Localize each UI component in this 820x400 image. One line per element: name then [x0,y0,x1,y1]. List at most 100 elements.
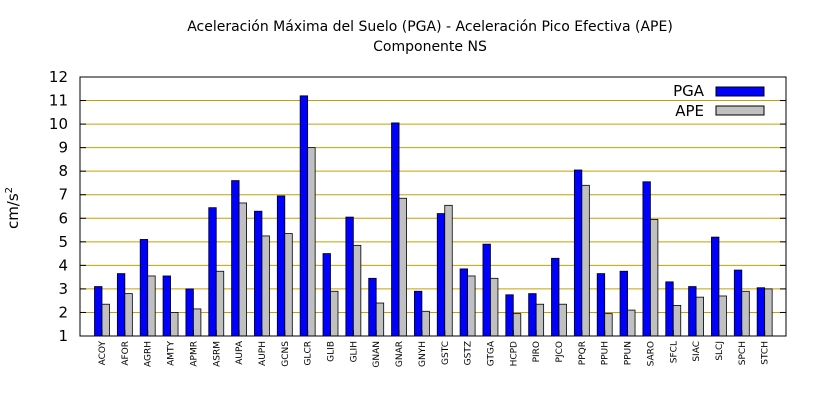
bar-pga [642,181,651,337]
bar-ape [330,290,339,337]
bar-pga [528,293,537,337]
y-tick-label: 11 [49,92,68,110]
bar-ape [718,295,727,337]
bar-ape [490,277,499,337]
x-tick-label: GLIH [349,341,359,362]
bar-ape [170,312,179,337]
bar-ape [101,303,110,337]
bar-ape [261,235,270,337]
bar-pga [368,277,377,337]
bar-pga [505,294,514,337]
x-tick-label: PIRO [532,341,542,362]
bar-pga [276,195,286,337]
svg-text:cm/s2: cm/s2 [4,187,22,229]
bar-pga [688,286,697,337]
bar-pga [299,95,309,337]
bar-ape [398,197,407,337]
x-tick-label: AGRH [144,341,154,367]
bar-ape [650,219,659,337]
bar-ape [672,304,682,337]
x-tick-label: AUPA [235,340,245,365]
bar-ape [558,303,567,337]
x-tick-label: GNAR [395,341,405,367]
bar-pga [733,269,743,337]
bar-ape [512,313,522,337]
legend-label-pga: PGA [673,82,705,100]
bar-ape [467,275,476,337]
legend-swatch-ape [715,105,765,116]
x-tick-label: GLCR [304,341,314,366]
x-tick-label: SPCH [738,341,748,365]
y-tick-label: 2 [58,303,68,321]
y-tick-label: 12 [49,68,68,86]
bar-ape [741,290,750,337]
bar-ape [352,244,362,337]
y-axis-label-superscript: 2 [4,187,15,193]
y-tick-label: 8 [58,162,68,180]
x-tick-label: SLCJ [715,341,725,361]
x-tick-label: AMTY [167,341,177,366]
x-tick-label: GLIB [327,341,337,362]
ticks [80,76,786,337]
bar-pga [185,288,194,337]
x-tick-label: PPUN [624,341,634,365]
x-tick-label: GNYH [418,341,428,367]
bar-ape [695,296,704,337]
bar-ape [238,202,248,337]
x-tick-label: HCPD [509,341,519,366]
y-axis-title: cm/s2 [4,187,22,229]
bar-pga [391,122,400,337]
y-tick-label: 10 [49,115,68,133]
bar-ape [444,204,453,337]
bar-pga [436,213,446,337]
x-tick-label: SIAC [692,341,702,362]
x-tick-label: APMR [189,341,199,367]
legend-label-ape: APE [675,102,704,120]
x-tick-label: GTGA [486,340,496,366]
bar-pga [254,210,263,337]
x-tick-label: ACOY [98,341,108,366]
bar-ape [581,184,590,337]
x-tick-labels: ACOY AFOR AGRH AMTY APMR ASRM AUPA AUPH GCNS GLCR… [98,340,771,367]
x-tick-label: STCH [761,341,771,365]
x-tick-label: SFCL [669,341,679,363]
y-tick-label: 1 [58,327,68,345]
y-tick-label: 4 [58,256,68,274]
x-tick-label: PPQR [578,341,588,365]
bar-pga [756,287,766,337]
bar-pga [413,290,423,337]
bar-ape [375,302,385,337]
y-tick-label: 3 [58,280,68,298]
bar-ape [535,303,545,337]
bar-ape [604,313,613,337]
x-tick-label: PJCO [555,341,565,362]
x-tick-label: AUPH [258,341,268,366]
bar-ape [215,270,225,337]
y-tick-label: 6 [58,209,68,227]
bar-pga [619,270,628,337]
bar-pga [459,268,469,337]
bar-pga [94,286,103,337]
bar-pga [139,239,149,337]
bar-pga [482,243,491,337]
x-tick-label: AFOR [121,341,131,366]
bar-ape [284,233,293,337]
plot-frame [79,76,787,337]
bar-ape [192,308,202,337]
x-tick-label: PPUH [601,341,611,365]
legend: PGA APE [673,82,765,120]
bar-pga [551,257,560,337]
bar-pga [208,207,217,337]
bar-ape [421,310,430,337]
x-tick-label: SARO [646,341,656,366]
x-tick-label: GSTZ [464,341,474,365]
bar-pga [573,169,583,337]
x-tick-label: GSTC [441,341,451,365]
bar-pga [231,180,240,337]
bar-pga [162,275,171,337]
x-tick-label: GNAN [372,341,382,368]
bar-pga [322,253,331,337]
y-tick-label: 7 [58,186,68,204]
